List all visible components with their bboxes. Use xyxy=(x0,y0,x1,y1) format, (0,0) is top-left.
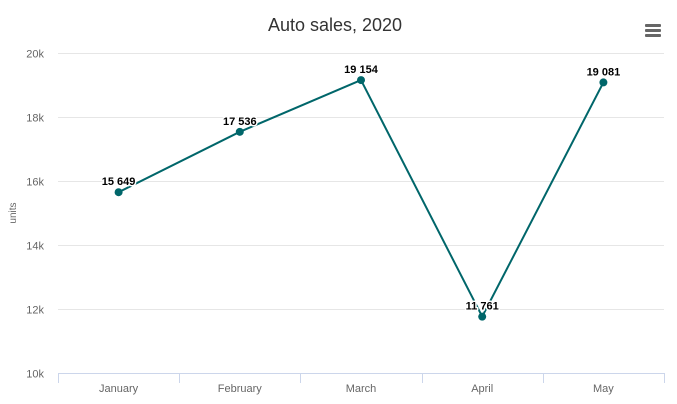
chart-title: Auto sales, 2020 xyxy=(268,15,402,35)
series-layer xyxy=(114,76,608,321)
x-tick-label: April xyxy=(471,383,493,395)
y-axis-ticks: 10k 12k 14k 16k 18k 20k xyxy=(26,49,44,381)
y-axis-label: units xyxy=(8,202,19,223)
y-tick-label: 14k xyxy=(26,241,44,253)
y-tick-label: 12k xyxy=(26,305,44,317)
x-tick-label: March xyxy=(346,383,377,395)
data-point[interactable] xyxy=(114,188,123,197)
data-point[interactable] xyxy=(478,312,487,321)
data-point[interactable] xyxy=(599,78,608,87)
x-tick-label: May xyxy=(593,383,614,395)
hamburger-menu-icon[interactable] xyxy=(638,16,668,44)
data-point[interactable] xyxy=(235,127,244,136)
data-label: 15 649 xyxy=(102,176,136,188)
x-tick-label: January xyxy=(99,383,139,395)
y-tick-label: 18k xyxy=(26,113,44,125)
data-label: 19 154 xyxy=(344,64,379,76)
data-labels: 15 649 17 536 19 154 11 761 19 081 xyxy=(100,63,621,315)
data-label: 17 536 xyxy=(223,116,257,128)
y-tick-label: 10k xyxy=(26,369,44,381)
data-point[interactable] xyxy=(357,76,365,85)
x-axis: January February March April May xyxy=(58,373,665,395)
grid-lines xyxy=(58,53,664,310)
series-line xyxy=(118,79,605,318)
x-tick-label: February xyxy=(218,383,263,395)
data-label: 11 761 xyxy=(466,301,499,313)
data-label: 19 081 xyxy=(587,66,621,78)
y-tick-label: 20k xyxy=(26,49,44,61)
y-tick-label: 16k xyxy=(26,177,44,189)
